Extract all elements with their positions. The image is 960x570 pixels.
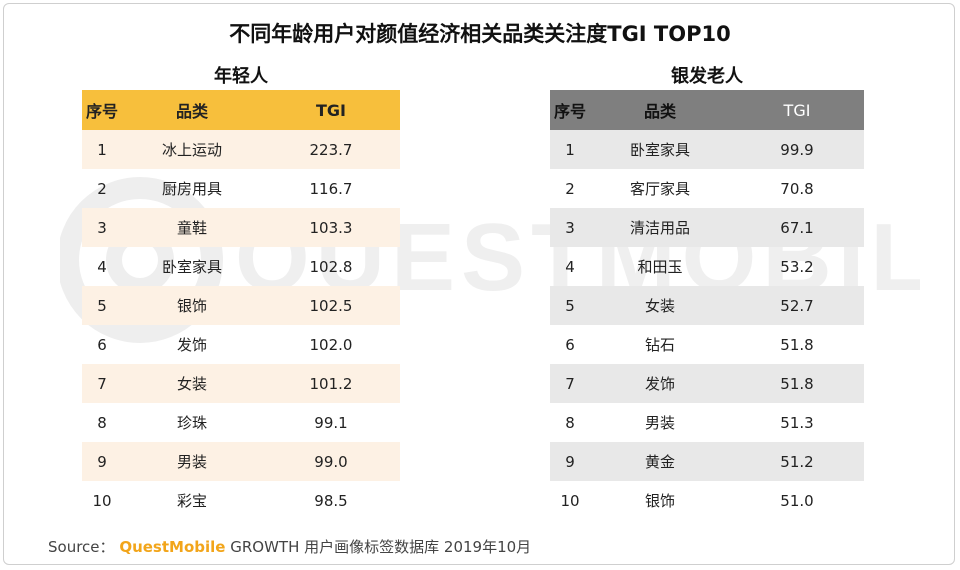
table-row: 4 和田玉 53.2 [550,247,864,286]
cell-rank: 1 [565,140,575,159]
header-tgi: TGI [783,100,811,120]
cell-rank: 8 [97,413,107,432]
cell-category: 钻石 [644,336,675,354]
cell-tgi: 223.7 [309,140,353,159]
cell-rank: 9 [97,452,107,471]
cell-category: 女装 [176,375,207,393]
cell-category: 发饰 [176,336,207,354]
table-row: 1 冰上运动 223.7 [82,130,400,169]
cell-tgi: 102.5 [309,296,353,315]
table-header-row: 序号 品类 TGI [82,90,400,130]
table-row: 3 童鞋 103.3 [82,208,400,247]
table-row: 7 女装 101.2 [82,364,400,403]
cell-rank: 4 [565,257,575,276]
source-note: Source： QuestMobile GROWTH 用户画像标签数据库 201… [48,536,531,557]
cell-rank: 10 [560,491,580,510]
table-row: 6 钻石 51.8 [550,325,864,364]
table-row: 9 男装 99.0 [82,442,400,481]
cell-rank: 4 [97,257,107,276]
cell-category: 童鞋 [176,219,207,237]
cell-category: 冰上运动 [161,141,222,159]
cell-rank: 3 [97,218,107,237]
header-tgi: TGI [316,100,346,120]
cell-tgi: 102.8 [309,257,353,276]
cell-rank: 1 [97,140,107,159]
header-rank: 序号 [85,102,118,121]
cell-tgi: 51.8 [780,335,814,354]
slide-frame [3,3,955,565]
cell-tgi: 99.9 [780,140,814,159]
cell-tgi: 52.7 [780,296,814,315]
table-title-young: 年轻人 [214,66,268,87]
cell-category: 卧室家具 [161,258,222,276]
table-row: 8 珍珠 99.1 [82,403,400,442]
cell-rank: 7 [565,374,575,393]
cell-category: 银饰 [644,492,675,510]
cell-tgi: 51.8 [780,374,814,393]
header-category: 品类 [175,102,208,121]
table-row: 10 彩宝 98.5 [82,481,400,520]
table-row: 10 银饰 51.0 [550,481,864,520]
table-row: 2 客厅家具 70.8 [550,169,864,208]
tgi-table-young: 序号 品类 TGI 1 冰上运动 223.7 2 厨房用具 116.7 3 童鞋 103.3 4 卧… [82,90,400,520]
cell-tgi: 98.5 [314,491,348,510]
cell-category: 客厅家具 [629,180,690,198]
tgi-table-elderly: 序号 品类 TGI 1 卧室家具 99.9 2 客厅家具 70.8 3 清洁用品 67.1 4 和田… [550,90,864,520]
cell-tgi: 101.2 [309,374,353,393]
header-rank: 序号 [553,102,586,121]
cell-rank: 5 [97,296,107,315]
table-row: 4 卧室家具 102.8 [82,247,400,286]
table-title-elderly: 银发老人 [671,66,743,87]
cell-rank: 8 [565,413,575,432]
source-rest: GROWTH 用户画像标签数据库 2019年10月 [230,538,532,556]
cell-category: 男装 [644,414,675,432]
cell-tgi: 99.1 [314,413,348,432]
table-row: 6 发饰 102.0 [82,325,400,364]
cell-tgi: 116.7 [309,179,353,198]
cell-rank: 10 [92,491,112,510]
table-row: 8 男装 51.3 [550,403,864,442]
cell-category: 和田玉 [637,258,683,276]
header-category: 品类 [643,102,676,121]
cell-tgi: 103.3 [309,218,353,237]
cell-rank: 2 [97,179,107,198]
cell-category: 银饰 [176,297,207,315]
cell-category: 女装 [644,297,675,315]
cell-rank: 3 [565,218,575,237]
source-prefix: Source： [48,538,115,556]
cell-category: 男装 [176,453,207,471]
cell-category: 彩宝 [176,492,207,510]
source-brand: QuestMobile [119,538,226,556]
cell-category: 黄金 [644,453,675,471]
cell-rank: 2 [565,179,575,198]
cell-category: 清洁用品 [629,219,690,237]
cell-tgi: 67.1 [780,218,814,237]
table-row: 7 发饰 51.8 [550,364,864,403]
cell-tgi: 51.2 [780,452,814,471]
cell-rank: 7 [97,374,107,393]
cell-category: 发饰 [644,375,675,393]
cell-category: 卧室家具 [629,141,690,159]
cell-rank: 6 [565,335,575,354]
cell-category: 厨房用具 [161,180,222,198]
cell-tgi: 70.8 [780,179,814,198]
table-row: 9 黄金 51.2 [550,442,864,481]
cell-tgi: 99.0 [314,452,348,471]
cell-category: 珍珠 [176,414,207,432]
table-row: 5 女装 52.7 [550,286,864,325]
table-row: 1 卧室家具 99.9 [550,130,864,169]
cell-rank: 6 [97,335,107,354]
table-row: 3 清洁用品 67.1 [550,208,864,247]
table-row: 2 厨房用具 116.7 [82,169,400,208]
cell-tgi: 53.2 [780,257,814,276]
cell-tgi: 102.0 [309,335,353,354]
cell-tgi: 51.0 [780,491,814,510]
table-header-row: 序号 品类 TGI [550,90,864,130]
table-row: 5 银饰 102.5 [82,286,400,325]
cell-tgi: 51.3 [780,413,814,432]
cell-rank: 5 [565,296,575,315]
page-title: 不同年龄用户对颜值经济相关品类关注度TGI TOP10 [229,22,731,46]
cell-rank: 9 [565,452,575,471]
